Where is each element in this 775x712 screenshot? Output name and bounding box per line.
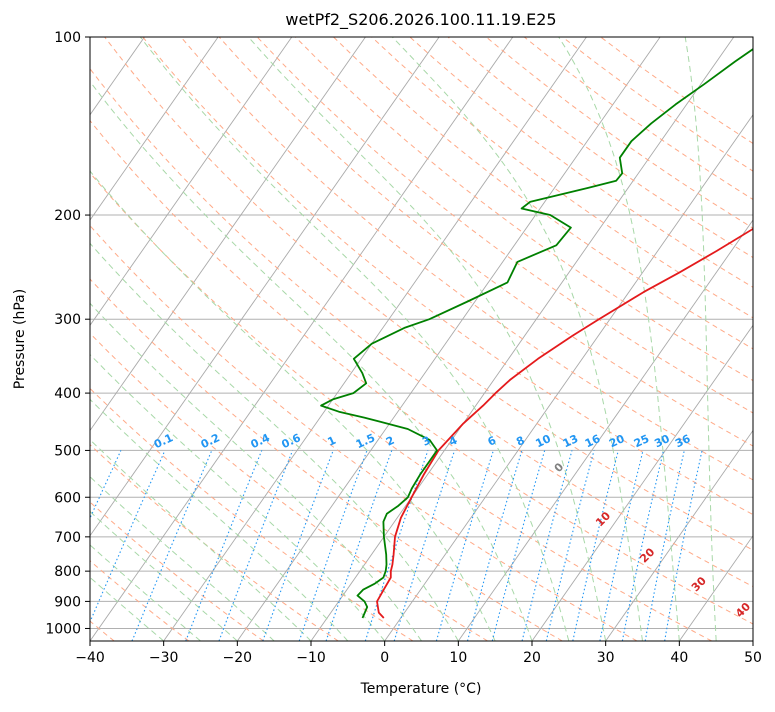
y-tick-label: 800	[54, 564, 81, 580]
x-tick-label: 40	[670, 650, 688, 666]
x-tick-label: 50	[744, 650, 762, 666]
y-tick-label: 100	[54, 30, 81, 46]
x-tick-label: 10	[449, 650, 467, 666]
y-tick-label: 700	[54, 530, 81, 546]
x-axis-label: Temperature (°C)	[360, 681, 482, 697]
x-tick-label: 0	[380, 650, 389, 666]
chart-title: wetPf2_S206.2026.100.11.19.E25	[285, 10, 556, 30]
y-tick-label: 500	[54, 443, 81, 459]
x-tick-label: 20	[523, 650, 541, 666]
y-tick-label: 900	[54, 594, 81, 610]
x-tick-label: 30	[597, 650, 615, 666]
y-tick-label: 300	[54, 312, 81, 328]
y-tick-label: 200	[54, 208, 81, 224]
y-tick-label: 400	[54, 386, 81, 402]
x-tick-label: −40	[75, 650, 105, 666]
x-tick-label: −30	[149, 650, 179, 666]
y-axis-label: Pressure (hPa)	[12, 289, 28, 389]
x-tick-label: −20	[223, 650, 253, 666]
y-tick-label: 1000	[45, 621, 81, 637]
y-tick-label: 600	[54, 490, 81, 506]
x-tick-label: −10	[296, 650, 326, 666]
